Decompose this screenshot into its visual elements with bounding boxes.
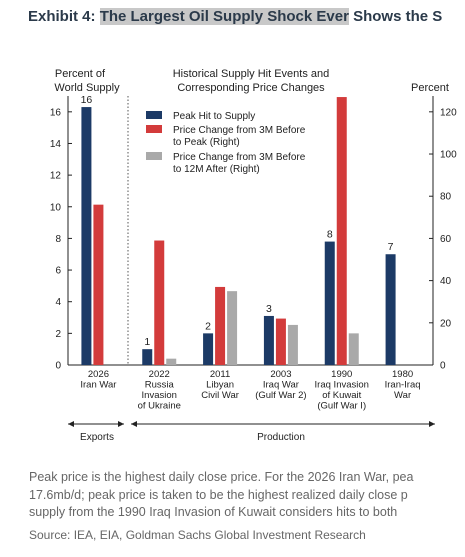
- left-tick-label: 14: [50, 139, 62, 150]
- right-axis-label: Percent: [411, 82, 449, 94]
- production-bracket-arrow-right: [429, 421, 435, 427]
- right-tick-label: 0: [440, 361, 446, 372]
- exhibit-title: Exhibit 4: The Largest Oil Supply Shock …: [28, 8, 442, 25]
- category-label: Iran-Iraq: [385, 380, 421, 391]
- category-label: (Gulf War 2): [255, 390, 306, 401]
- left-tick-label: 4: [55, 297, 61, 308]
- group-label: Production: [257, 432, 305, 443]
- category-label: Iraq Invasion: [315, 380, 369, 391]
- legend-label: to 12M After (Right): [173, 164, 260, 175]
- bar: [287, 324, 298, 365]
- left-tick-label: 2: [55, 329, 61, 340]
- left-tick-label: 6: [55, 266, 61, 277]
- bar: [203, 333, 214, 365]
- right-tick-label: 120: [440, 107, 457, 118]
- bar: [215, 286, 226, 365]
- legend-label: Peak Hit to Supply: [173, 111, 255, 122]
- category-label: Russia: [145, 380, 175, 391]
- bar: [227, 291, 238, 365]
- data-label: 8: [327, 229, 333, 241]
- bar: [142, 349, 153, 365]
- data-label: 7: [388, 241, 394, 253]
- category-label: of Ukraine: [138, 401, 181, 412]
- left-tick-label: 10: [50, 202, 62, 213]
- category-label: Iraq War: [263, 380, 299, 391]
- bar: [81, 107, 92, 365]
- exports-bracket-arrow-right: [118, 421, 124, 427]
- right-tick-label: 80: [440, 192, 452, 203]
- bar: [385, 254, 396, 365]
- exhibit-title-highlight: The Largest Oil Supply Shock Ever: [99, 8, 349, 25]
- category-label: (Gulf War I): [317, 401, 366, 412]
- legend-label: Price Change from 3M Before: [173, 152, 306, 163]
- left-tick-label: 0: [55, 361, 61, 372]
- left-axis-label: Percent of: [55, 68, 106, 80]
- chart-title: Historical Supply Hit Events and: [173, 68, 330, 80]
- category-label: of Kuwait: [322, 390, 361, 401]
- category-label: Libyan: [206, 380, 234, 391]
- category-label: War: [394, 390, 411, 401]
- left-axis-label: World Supply: [54, 82, 120, 94]
- legend-swatch: [146, 152, 162, 160]
- footnote-line: 17.6mb/d; peak price is taken to be the …: [29, 487, 408, 502]
- bar: [263, 315, 274, 365]
- bar: [154, 240, 165, 365]
- right-tick-label: 20: [440, 318, 452, 329]
- chart-title: Corresponding Price Changes: [177, 82, 325, 94]
- bar: [93, 204, 104, 365]
- data-label: 1: [144, 336, 150, 348]
- left-tick-label: 12: [50, 171, 62, 182]
- production-bracket-arrow-left: [131, 421, 137, 427]
- category-label: Invasion: [142, 390, 177, 401]
- exports-bracket-arrow-left: [68, 421, 74, 427]
- right-tick-label: 60: [440, 234, 452, 245]
- bar: [166, 358, 177, 365]
- legend-swatch: [146, 125, 162, 133]
- data-label: 16: [81, 94, 93, 106]
- exhibit-title-rest: Shows the S: [348, 8, 443, 25]
- category-label: 2022: [149, 369, 170, 380]
- right-tick-label: 40: [440, 276, 452, 287]
- category-label: 2003: [270, 369, 291, 380]
- category-label: 2011: [210, 369, 230, 380]
- category-label: Iran War: [80, 380, 116, 391]
- legend-label: to Peak (Right): [173, 137, 240, 148]
- category-label: 1980: [392, 369, 413, 380]
- legend-swatch: [146, 111, 162, 119]
- left-tick-label: 8: [55, 234, 61, 245]
- data-label: 3: [266, 303, 272, 315]
- category-label: Civil War: [201, 390, 239, 401]
- source-note: Source: IEA, EIA, Goldman Sachs Global I…: [29, 528, 366, 542]
- legend-label: Price Change from 3M Before: [173, 125, 306, 136]
- group-label: Exports: [80, 432, 114, 443]
- left-tick-label: 16: [50, 107, 62, 118]
- data-label: 2: [205, 320, 211, 332]
- right-tick-label: 100: [440, 150, 457, 161]
- bar: [348, 333, 359, 365]
- category-label: 2026: [88, 369, 109, 380]
- bar: [324, 241, 335, 365]
- footnote: Peak price is the highest daily close pr…: [29, 469, 465, 522]
- footnote-line: supply from the 1990 Iraq Invasion of Ku…: [29, 505, 398, 519]
- category-label: 1990: [331, 369, 352, 380]
- bar: [275, 318, 286, 365]
- exhibit-prefix: Exhibit 4:: [28, 8, 100, 25]
- footnote-line: Peak price is the highest daily close pr…: [29, 470, 414, 484]
- bar: [336, 97, 347, 365]
